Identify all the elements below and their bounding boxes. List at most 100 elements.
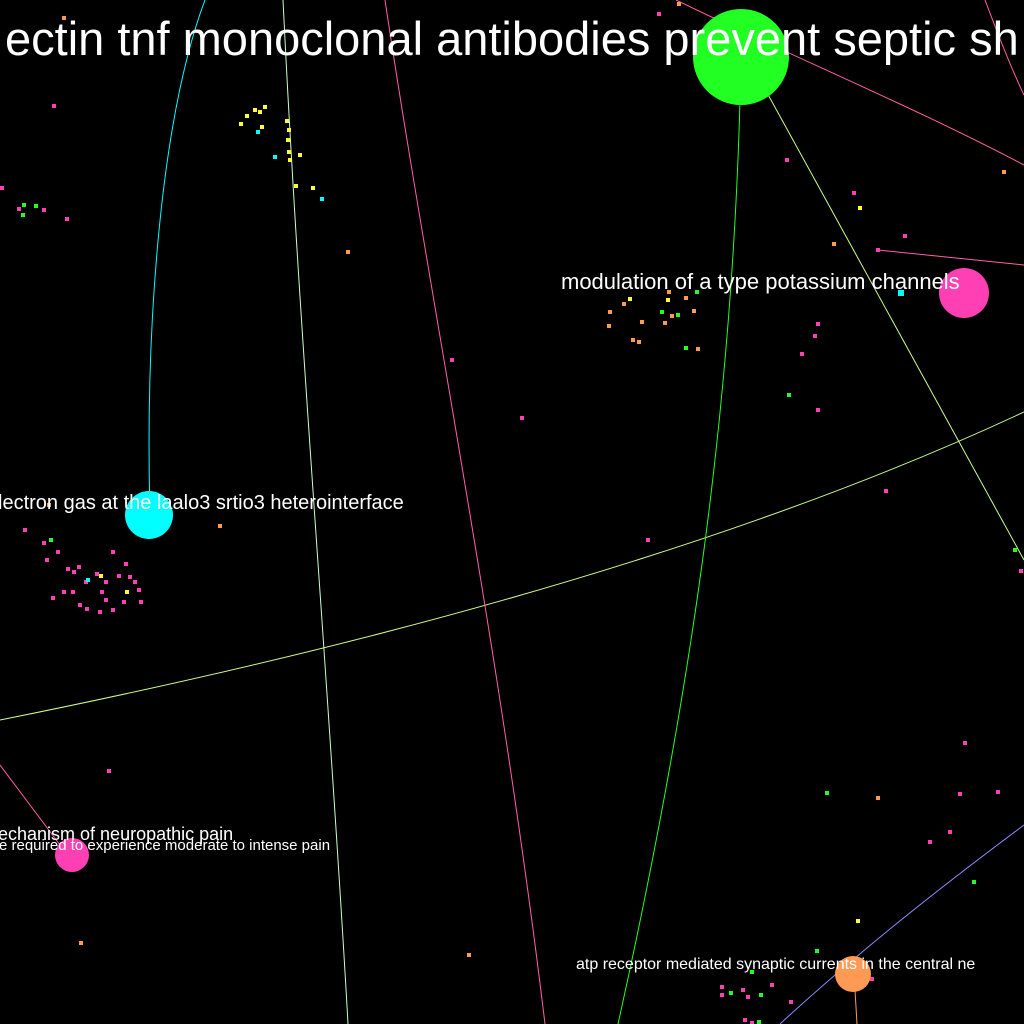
- hub-node-green[interactable]: [693, 9, 789, 105]
- node[interactable]: [99, 574, 103, 578]
- node[interactable]: [78, 603, 82, 607]
- node[interactable]: [692, 309, 696, 313]
- node[interactable]: [676, 313, 680, 317]
- node[interactable]: [677, 2, 681, 6]
- node[interactable]: [52, 104, 56, 108]
- node[interactable]: [729, 991, 733, 995]
- node[interactable]: [741, 988, 745, 992]
- node[interactable]: [107, 769, 111, 773]
- node[interactable]: [122, 600, 126, 604]
- node[interactable]: [450, 358, 454, 362]
- node[interactable]: [1002, 170, 1006, 174]
- node[interactable]: [218, 524, 222, 528]
- node[interactable]: [56, 550, 60, 554]
- node[interactable]: [256, 130, 260, 134]
- node[interactable]: [813, 334, 817, 338]
- node[interactable]: [71, 590, 75, 594]
- node[interactable]: [22, 203, 26, 207]
- node[interactable]: [884, 489, 888, 493]
- node[interactable]: [1019, 569, 1023, 573]
- node[interactable]: [684, 296, 688, 300]
- node[interactable]: [631, 338, 635, 342]
- node[interactable]: [785, 158, 789, 162]
- node[interactable]: [263, 105, 267, 109]
- node[interactable]: [720, 985, 724, 989]
- node[interactable]: [42, 541, 46, 545]
- node[interactable]: [124, 562, 128, 566]
- node[interactable]: [320, 197, 324, 201]
- node[interactable]: [42, 208, 46, 212]
- node[interactable]: [21, 213, 25, 217]
- node[interactable]: [100, 590, 104, 594]
- node[interactable]: [832, 242, 836, 246]
- node[interactable]: [139, 600, 143, 604]
- node[interactable]: [1013, 548, 1017, 552]
- node[interactable]: [62, 590, 66, 594]
- node[interactable]: [876, 796, 880, 800]
- node[interactable]: [239, 122, 243, 126]
- node[interactable]: [111, 550, 115, 554]
- node[interactable]: [607, 324, 611, 328]
- node[interactable]: [787, 393, 791, 397]
- hub-node-magenta-small[interactable]: [55, 838, 89, 872]
- node[interactable]: [273, 155, 277, 159]
- node[interactable]: [346, 250, 350, 254]
- node[interactable]: [876, 248, 880, 252]
- node[interactable]: [287, 128, 291, 132]
- node[interactable]: [963, 741, 967, 745]
- node[interactable]: [622, 302, 626, 306]
- node[interactable]: [98, 610, 102, 614]
- node[interactable]: [285, 119, 289, 123]
- node[interactable]: [95, 572, 99, 576]
- node[interactable]: [104, 580, 108, 584]
- node[interactable]: [660, 310, 664, 314]
- node[interactable]: [133, 580, 137, 584]
- node[interactable]: [72, 570, 76, 574]
- node[interactable]: [288, 158, 292, 162]
- node[interactable]: [311, 186, 315, 190]
- node[interactable]: [608, 310, 612, 314]
- node[interactable]: [45, 558, 49, 562]
- node[interactable]: [286, 138, 290, 142]
- node[interactable]: [520, 416, 524, 420]
- node[interactable]: [65, 217, 69, 221]
- node[interactable]: [111, 608, 115, 612]
- node[interactable]: [815, 949, 819, 953]
- node[interactable]: [640, 320, 644, 324]
- node[interactable]: [958, 792, 962, 796]
- node[interactable]: [23, 528, 27, 532]
- node[interactable]: [66, 567, 70, 571]
- node[interactable]: [898, 290, 904, 296]
- node[interactable]: [759, 993, 763, 997]
- node[interactable]: [128, 575, 132, 579]
- node[interactable]: [670, 314, 674, 318]
- node[interactable]: [667, 290, 671, 294]
- node[interactable]: [86, 578, 90, 582]
- node[interactable]: [928, 840, 932, 844]
- node[interactable]: [789, 1000, 793, 1004]
- node[interactable]: [258, 110, 262, 114]
- node[interactable]: [800, 352, 804, 356]
- node[interactable]: [746, 995, 750, 999]
- node[interactable]: [62, 16, 66, 20]
- node[interactable]: [245, 114, 249, 118]
- node[interactable]: [825, 791, 829, 795]
- node[interactable]: [996, 790, 1000, 794]
- node[interactable]: [852, 191, 856, 195]
- node[interactable]: [696, 347, 700, 351]
- node[interactable]: [743, 1018, 747, 1022]
- node[interactable]: [51, 596, 55, 600]
- node[interactable]: [294, 184, 298, 188]
- node[interactable]: [816, 408, 820, 412]
- node[interactable]: [117, 574, 121, 578]
- node[interactable]: [17, 207, 21, 211]
- node[interactable]: [858, 206, 862, 210]
- node[interactable]: [770, 983, 774, 987]
- node[interactable]: [260, 125, 264, 129]
- node[interactable]: [856, 919, 860, 923]
- node[interactable]: [47, 503, 51, 507]
- node[interactable]: [666, 298, 670, 302]
- node[interactable]: [684, 346, 688, 350]
- node[interactable]: [903, 234, 907, 238]
